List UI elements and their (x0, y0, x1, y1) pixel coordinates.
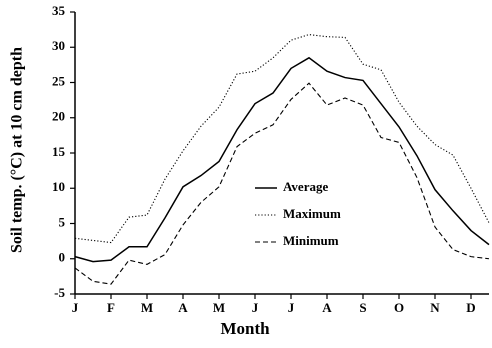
x-tick-label: N (430, 300, 440, 315)
y-tick-label: 20 (52, 109, 65, 124)
legend-label: Maximum (283, 206, 341, 221)
series-line (74, 56, 490, 263)
x-tick-label: J (288, 300, 295, 315)
y-tick-label: -5 (54, 285, 65, 300)
legend-label: Minimum (283, 233, 339, 248)
y-tick-label: 5 (59, 214, 66, 229)
x-tick-label: A (322, 300, 332, 315)
series-line (74, 82, 490, 285)
x-tick-label: M (213, 300, 225, 315)
x-tick-label: J (72, 300, 79, 315)
x-tick-label: A (178, 300, 188, 315)
x-tick-label: D (466, 300, 475, 315)
x-tick-label: S (359, 300, 366, 315)
x-tick-label: F (107, 300, 115, 315)
x-tick-label: J (252, 300, 259, 315)
series-line (74, 34, 490, 244)
x-axis-label: Month (220, 319, 270, 338)
x-tick-label: O (394, 300, 404, 315)
y-tick-label: 25 (52, 73, 66, 88)
y-tick-label: 0 (59, 250, 66, 265)
y-axis-label: Soil temp. (°C) at 10 cm depth (9, 47, 26, 253)
y-tick-label: 15 (52, 144, 66, 159)
legend-label: Average (283, 179, 328, 194)
y-tick-label: 30 (52, 38, 65, 53)
x-tick-label: M (141, 300, 153, 315)
y-tick-label: 10 (52, 179, 65, 194)
y-tick-label: 35 (52, 3, 66, 18)
